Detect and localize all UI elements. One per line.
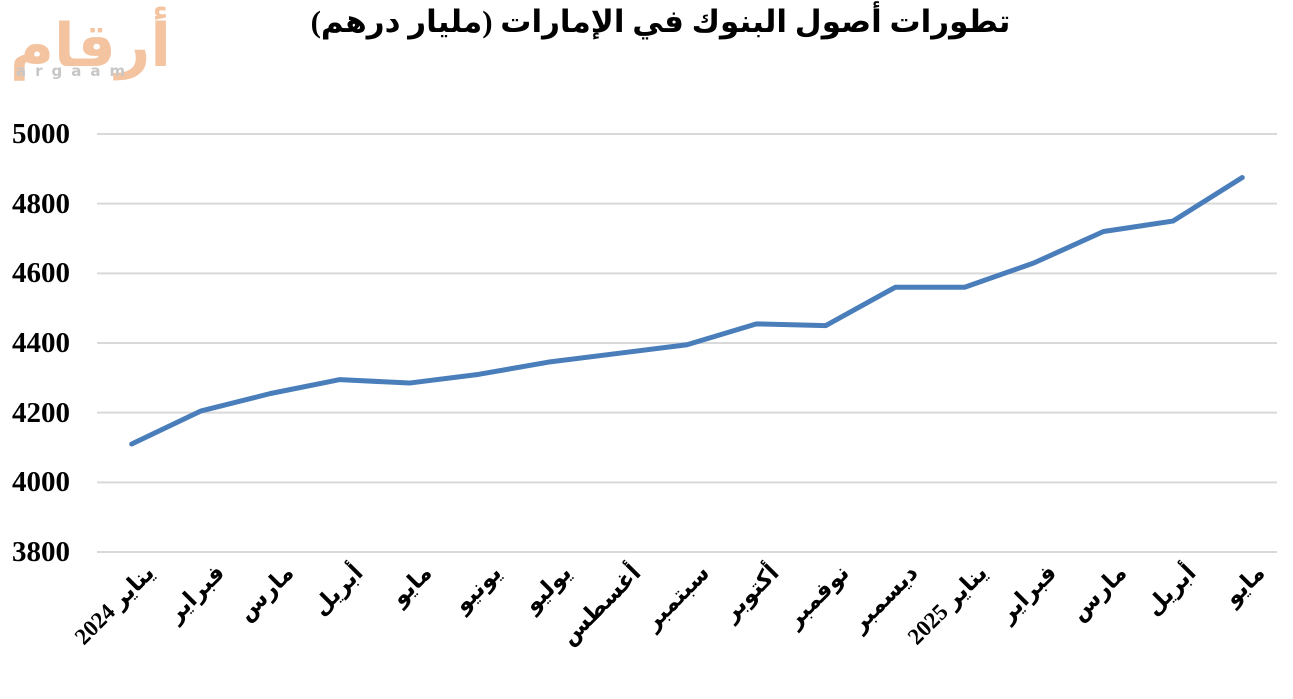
y-axis-tick-label: 4200 bbox=[12, 396, 70, 429]
y-axis-tick-label: 4400 bbox=[12, 327, 70, 359]
chart-title: تطورات أصول البنوك في الإمارات (مليار در… bbox=[310, 4, 1011, 39]
argaam-logo: أرقام argaam bbox=[10, 0, 210, 100]
y-axis-tick-label: 5000 bbox=[12, 118, 70, 150]
argaam-logo-latin-wordmark: argaam bbox=[16, 62, 135, 80]
y-axis-tick-label: 4000 bbox=[12, 466, 70, 499]
y-axis-tick-label: 3800 bbox=[12, 536, 70, 568]
bank-assets-line-series bbox=[129, 175, 1245, 447]
y-axis-tick-label: 4600 bbox=[12, 257, 70, 290]
argaam-logo-arabic-wordmark: أرقام bbox=[10, 11, 171, 81]
y-axis-tick-label: 4800 bbox=[12, 187, 70, 220]
